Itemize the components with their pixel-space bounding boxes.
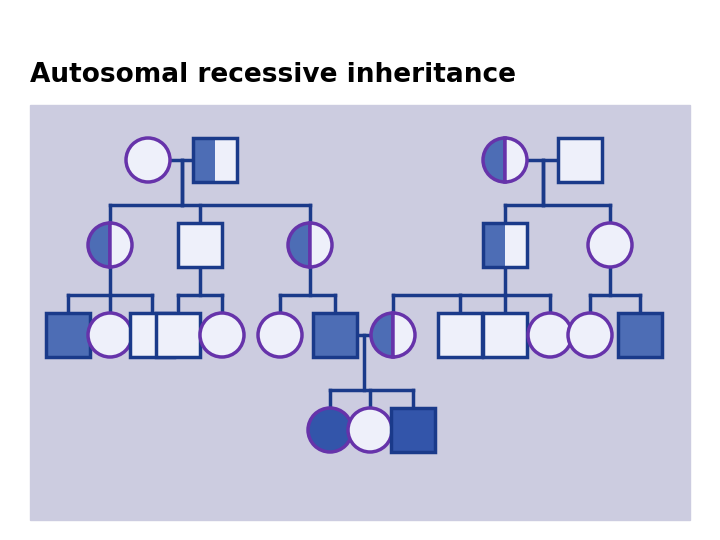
Bar [46, 313, 90, 357]
Bar [483, 313, 527, 357]
Bar [483, 223, 527, 267]
Bar [130, 313, 174, 357]
Bar [618, 313, 662, 357]
Bar [193, 138, 237, 182]
Circle shape [568, 313, 612, 357]
Bar [483, 223, 505, 267]
Circle shape [258, 313, 302, 357]
Circle shape [588, 223, 632, 267]
Bar [391, 408, 435, 452]
Bar [558, 138, 602, 182]
Circle shape [88, 313, 132, 357]
Circle shape [200, 313, 244, 357]
Wedge shape [310, 223, 332, 267]
Circle shape [528, 313, 572, 357]
Bar [178, 223, 222, 267]
Bar [505, 223, 527, 267]
Wedge shape [110, 223, 132, 267]
Bar [215, 138, 237, 182]
Circle shape [126, 138, 170, 182]
Wedge shape [505, 138, 527, 182]
Bar [438, 313, 482, 357]
Wedge shape [371, 313, 393, 357]
Circle shape [348, 408, 392, 452]
Wedge shape [288, 223, 310, 267]
Bar [313, 313, 357, 357]
Bar [156, 313, 200, 357]
Wedge shape [483, 138, 505, 182]
Text: Autosomal recessive inheritance: Autosomal recessive inheritance [30, 62, 516, 88]
Wedge shape [88, 223, 110, 267]
Bar [193, 138, 215, 182]
Circle shape [308, 408, 352, 452]
Wedge shape [393, 313, 415, 357]
Bar [30, 105, 690, 520]
